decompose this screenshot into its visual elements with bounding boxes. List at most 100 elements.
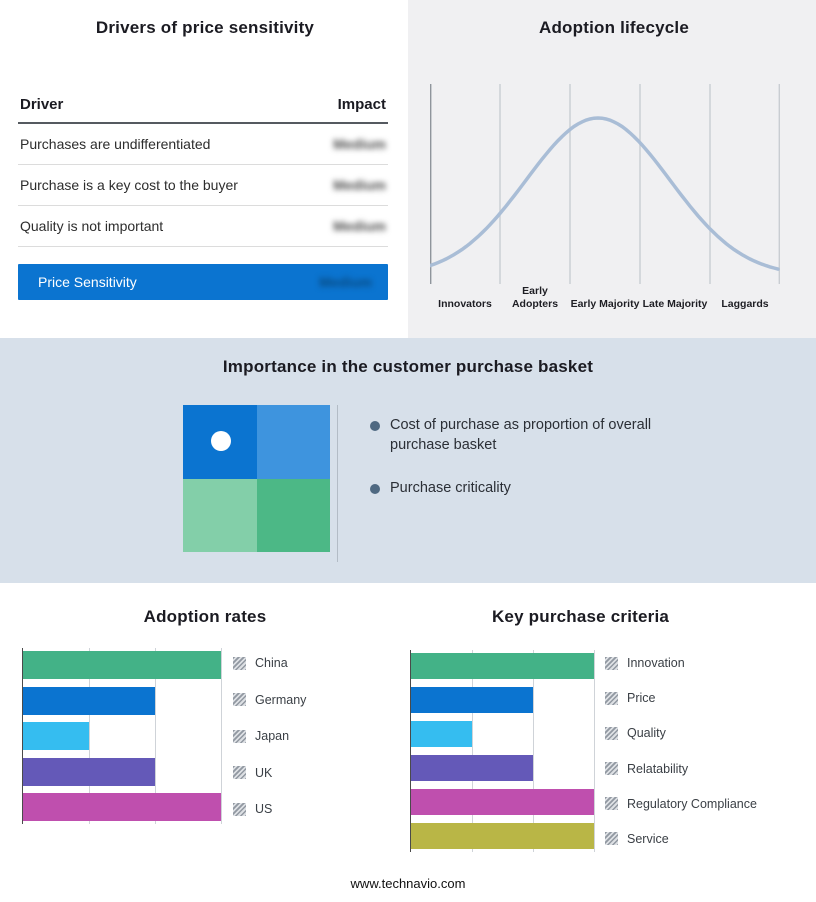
legend-item: Price	[605, 691, 757, 705]
bar-china	[23, 651, 221, 679]
legend-item: Japan	[233, 729, 306, 743]
price-sensitivity-value: Medium	[319, 274, 372, 290]
legend-label: Relatability	[627, 761, 689, 776]
gridline	[221, 648, 222, 824]
quadrant-axis-line	[337, 405, 338, 562]
column-impact: Impact	[337, 96, 386, 113]
price-sensitivity-label: Price Sensitivity	[38, 274, 137, 290]
legend-item: US	[233, 802, 306, 816]
lifecycle-category-label: Innovators	[438, 298, 492, 311]
legend-item: China	[233, 656, 306, 670]
bar-us	[23, 793, 221, 821]
bar-quality	[411, 721, 472, 747]
quadrant-cell	[183, 478, 257, 552]
bullet-item: Purchase criticality	[370, 479, 660, 499]
adoption-rates-legend: China Germany Japan UK US	[233, 656, 306, 816]
legend-swatch-icon	[233, 693, 246, 706]
bar-price	[411, 687, 533, 713]
legend-swatch-icon	[605, 656, 618, 670]
driver-label: Quality is not important	[20, 218, 164, 234]
bullet-icon	[370, 421, 380, 431]
drivers-table: Driver Impact Purchases are undifferenti…	[18, 90, 388, 300]
impact-value: Medium	[333, 218, 386, 234]
impact-value: Medium	[333, 177, 386, 193]
purchase-basket-band	[0, 338, 816, 583]
legend-label: Service	[627, 831, 669, 846]
key-criteria-title: Key purchase criteria	[491, 607, 670, 626]
legend-swatch-icon	[605, 832, 618, 846]
legend-label: Innovation	[627, 656, 685, 670]
driver-label: Purchases are undifferentiated	[20, 136, 211, 152]
gridline	[472, 650, 473, 852]
legend-item: Relatability	[605, 762, 757, 776]
bar-service	[411, 823, 594, 849]
lifecycle-category-label: Laggards	[721, 298, 769, 311]
legend-swatch-icon	[605, 726, 618, 740]
legend-item: Service	[605, 832, 757, 846]
adoption-rates-chart	[22, 648, 222, 824]
legend-item: Innovation	[605, 656, 757, 670]
lifecycle-category-label: Late Majority	[642, 298, 708, 311]
legend-swatch-icon	[605, 797, 618, 811]
lifecycle-category-label: Early Adopters	[511, 285, 559, 311]
price-sensitivity-bar: Price Sensitivity Medium	[18, 264, 388, 300]
quadrant-marker-dot	[211, 431, 231, 451]
bar-innovation	[411, 653, 594, 679]
drivers-table-header: Driver Impact	[18, 90, 388, 124]
bar-relatability	[411, 755, 533, 781]
driver-row: Purchase is a key cost to the buyer Mediu…	[18, 165, 388, 206]
legend-label: Japan	[255, 729, 290, 743]
lifecycle-category-label: Early Majority	[570, 298, 640, 311]
bullet-item: Cost of purchase as proportion of overal…	[370, 416, 660, 455]
legend-label: China	[255, 656, 288, 670]
bar-regulatory-compliance	[411, 789, 594, 815]
quadrant-cell	[256, 405, 330, 479]
legend-swatch-icon	[233, 656, 246, 670]
legend-item: Regulatory Compliance	[605, 797, 757, 811]
bullet-icon	[370, 484, 380, 495]
gridline	[594, 650, 595, 852]
drivers-panel-title: Drivers of price sensitivity	[95, 18, 315, 37]
lifecycle-curve	[430, 84, 780, 284]
legend-swatch-icon	[605, 762, 618, 776]
key-criteria-legend: Innovation Price Quality Relatability Regula…	[605, 656, 757, 846]
legend-label: Quality	[627, 726, 666, 741]
purchase-basket-quadrant	[183, 405, 330, 552]
bullet-text: Purchase criticality	[390, 480, 511, 497]
column-driver: Driver	[20, 96, 64, 113]
legend-label: Regulatory Compliance	[627, 796, 757, 811]
legend-item: Quality	[605, 726, 757, 740]
legend-swatch-icon	[233, 729, 246, 743]
legend-label: Price	[627, 691, 656, 706]
legend-item: Germany	[233, 693, 306, 707]
bar-uk	[23, 757, 155, 786]
legend-label: UK	[255, 765, 273, 780]
quadrant-cell	[256, 478, 330, 552]
gridline	[154, 648, 156, 824]
key-criteria-chart	[410, 650, 595, 852]
legend-item: UK	[233, 766, 306, 780]
driver-row: Purchases are undifferentiated Medium	[18, 124, 388, 165]
basket-bullets: Cost of purchase as proportion of overal…	[370, 416, 660, 523]
lifecycle-panel-title: Adoption lifecycle	[538, 18, 689, 37]
impact-value: Medium	[333, 136, 386, 152]
driver-row: Quality is not important Medium	[18, 206, 388, 247]
bar-rows	[411, 650, 594, 852]
lifecycle-panel-background	[408, 0, 816, 338]
lifecycle-labels: Innovators Early Adopters Early Majority La…	[430, 285, 780, 311]
legend-label: Germany	[255, 692, 307, 707]
basket-panel-title: Importance in the customer purchase bask…	[222, 357, 594, 376]
adoption-rates-title: Adoption rates	[143, 607, 267, 626]
bar-japan	[23, 722, 89, 750]
driver-label: Purchase is a key cost to the buyer	[20, 177, 238, 193]
lifecycle-chart: Innovators Early Adopters Early Majority La…	[430, 84, 780, 310]
legend-label: US	[255, 802, 273, 816]
gridline	[533, 650, 534, 852]
bar-rows	[23, 648, 221, 824]
drivers-table-rows: Purchases are undifferentiated Medium Purc…	[18, 124, 388, 247]
legend-swatch-icon	[233, 802, 246, 816]
bar-germany	[23, 686, 155, 715]
legend-swatch-icon	[233, 766, 246, 779]
website-link[interactable]: www.technavio.com	[350, 876, 466, 891]
